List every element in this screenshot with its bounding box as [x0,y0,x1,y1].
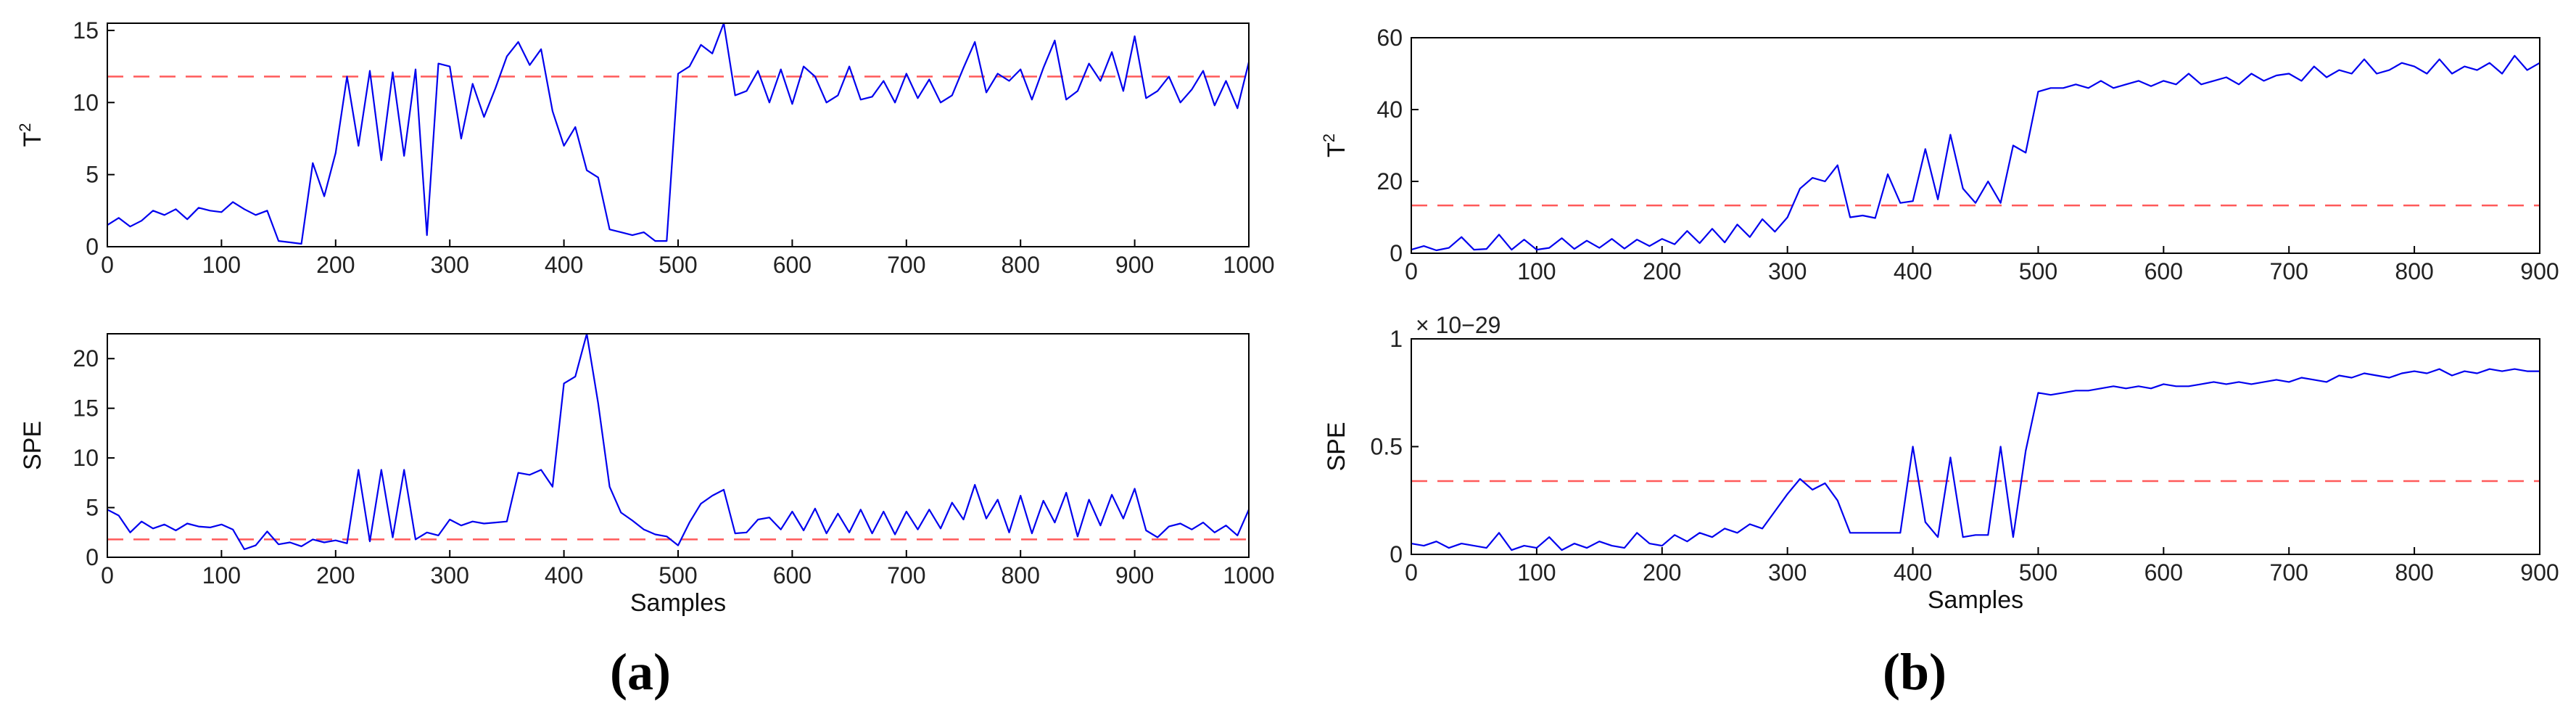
y-tick-label: 1 [1390,326,1403,352]
x-tick-label: 400 [1894,258,1932,284]
x-tick-label: 400 [545,562,583,588]
x-tick-label: 100 [1517,258,1556,284]
x-tick-label: 500 [2019,559,2057,586]
y-axis-label: SPE [19,421,46,470]
x-tick-label: 900 [2520,258,2559,284]
y-tick-label: 20 [1376,168,1403,194]
x-tick-label: 800 [1002,562,1040,588]
x-tick-label: 800 [2395,258,2433,284]
x-tick-label: 600 [773,562,812,588]
x-tick-label: 800 [1002,252,1040,278]
statistic-series-line [107,332,1250,551]
y-axis-label: SPE [1323,422,1350,471]
x-tick-label: 500 [659,252,697,278]
x-tick-label: 300 [1768,258,1807,284]
y-tick-label: 0 [86,234,99,260]
chart-b-t2: 0 100 200 300 400 500 600 700 800 900 0 20 40 60 T2 [1320,25,2559,284]
x-tick-label: 600 [773,252,812,278]
statistic-series-line [1411,368,2540,551]
x-tick-label: 0 [1405,559,1418,586]
plot-frame [107,22,1250,247]
chart-b-spe: 0 100 200 300 400 500 600 700 800 900 0 0.5 1 SPE Samp… [1323,312,2559,614]
x-tick-label: 500 [659,562,697,588]
y-tick-label: 0 [1390,240,1403,266]
x-tick-label: 900 [1115,562,1154,588]
x-tick-label: 300 [431,562,469,588]
statistic-series-line [107,22,1250,245]
x-tick-label: 0 [101,252,114,278]
x-tick-label: 200 [1643,258,1681,284]
x-tick-label: 200 [316,562,355,588]
plot-frame [1411,338,2540,555]
x-tick-label: 300 [1768,559,1807,586]
y-tick-label: 10 [73,89,99,115]
panel-label-a: (a) [610,643,671,701]
x-tick-label: 700 [2270,258,2308,284]
x-axis-label: Samples [630,589,726,617]
x-tick-label: 400 [1894,559,1932,586]
x-tick-label: 200 [316,252,355,278]
y-tick-label: 40 [1376,97,1403,123]
y-tick-label: 20 [73,345,99,372]
y-tick-label: 10 [73,445,99,471]
y-tick-label: 0 [1390,541,1403,567]
x-tick-label: 300 [431,252,469,278]
panel-label-b: (b) [1883,643,1947,701]
x-tick-label: 600 [2144,258,2183,284]
x-tick-label: 500 [2019,258,2057,284]
chart-a-t2: 0 100 200 300 400 500 600 700 800 900 1000 0 5 10 15 T2 [16,17,1275,278]
x-tick-label: 600 [2144,559,2183,586]
y-tick-label: 0 [86,544,99,570]
x-tick-label: 900 [1115,252,1154,278]
y-axis-label: T2 [16,123,46,147]
x-tick-label: 700 [887,252,925,278]
x-tick-label: 700 [2270,559,2308,586]
x-tick-label: 0 [1405,258,1418,284]
y-axis-label: T2 [1320,134,1350,157]
x-tick-label: 100 [202,252,241,278]
x-tick-label: 900 [2520,559,2559,586]
y-tick-label: 5 [86,162,99,188]
y-tick-label: 15 [73,17,99,44]
x-tick-label: 100 [202,562,241,588]
x-tick-label: 100 [1517,559,1556,586]
chart-a-spe: 0 100 200 300 400 500 600 700 800 900 1000 0 5 10 15 20… [19,332,1275,617]
statistic-series-line [1411,54,2540,252]
x-tick-label: 200 [1643,559,1681,586]
y-scale-note: × 10−29 [1416,312,1500,338]
x-tick-label: 400 [545,252,583,278]
y-tick-label: 15 [73,395,99,422]
x-axis-label: Samples [1928,586,2023,614]
x-tick-label: 0 [101,562,114,588]
y-tick-label: 5 [86,495,99,521]
plot-frame [1411,37,2540,254]
y-tick-label: 0.5 [1371,434,1403,460]
x-tick-label: 1000 [1223,562,1274,588]
plot-frame [107,333,1250,558]
y-tick-label: 60 [1376,25,1403,51]
x-tick-label: 1000 [1223,252,1274,278]
x-tick-label: 800 [2395,559,2433,586]
x-tick-label: 700 [887,562,925,588]
